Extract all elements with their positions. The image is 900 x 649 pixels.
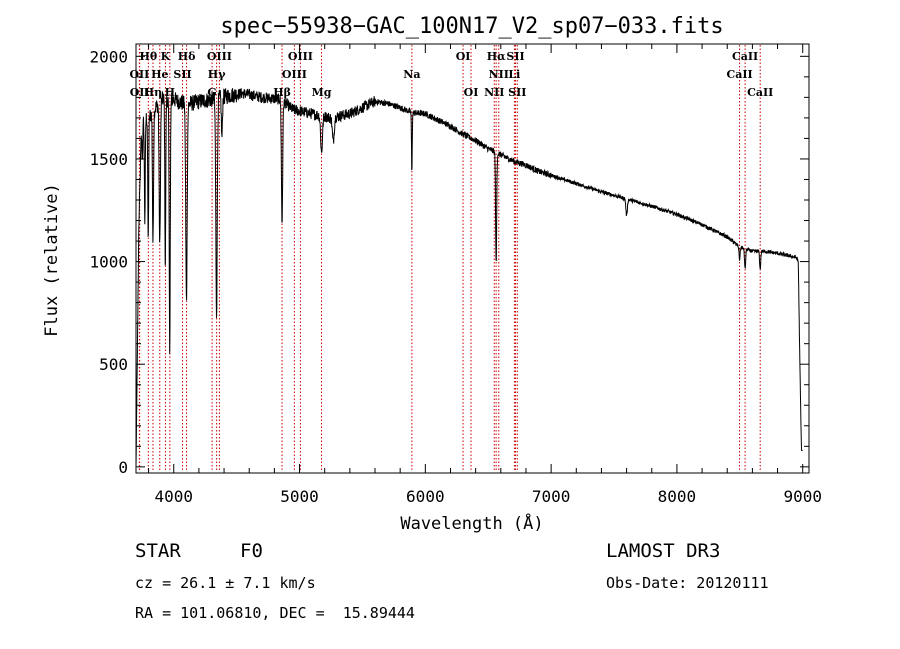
line-marker-label: CaII	[732, 50, 758, 63]
line-marker-label: Hθ	[139, 50, 157, 63]
x-tick-label: 6000	[406, 487, 445, 506]
survey-name: LAMOST DR3	[606, 540, 721, 562]
spectral-line-markers	[138, 45, 761, 472]
y-tick-label: 1500	[89, 150, 128, 169]
x-axis-ticks: 4000 5000 6000 7000 8000 9000	[148, 44, 822, 506]
line-marker-label: OII	[129, 68, 149, 81]
coordinates: RA = 101.06810, DEC = 15.89444	[135, 604, 415, 622]
chart-title: spec−55938−GAC_100N17_V2_sp07−033.fits	[220, 14, 723, 39]
line-marker-label: OI	[456, 50, 471, 63]
line-marker-label: NII	[489, 68, 509, 81]
y-tick-label: 0	[118, 458, 128, 477]
object-subclass: F0	[240, 540, 263, 562]
x-tick-label: 4000	[154, 487, 193, 506]
line-marker-label: Hγ	[208, 68, 226, 81]
plot-frame	[135, 43, 810, 474]
x-tick-label: 9000	[783, 487, 822, 506]
flux-series-line	[135, 88, 803, 467]
line-marker-label: Hδ	[178, 50, 196, 63]
y-tick-label: 2000	[89, 47, 128, 66]
line-marker-label: Na	[403, 68, 420, 81]
line-marker-label: SII	[508, 86, 526, 99]
line-marker-label: SII	[506, 50, 524, 63]
y-axis-label: Flux (relative)	[42, 183, 62, 337]
x-tick-label: 5000	[280, 487, 319, 506]
x-tick-label: 8000	[658, 487, 697, 506]
line-marker-label: He	[151, 68, 168, 81]
line-marker-label: OIII	[282, 68, 307, 81]
object-class: STAR	[135, 540, 181, 562]
line-marker-label: Li	[508, 68, 520, 81]
line-marker-label: CaII	[747, 86, 773, 99]
line-marker-label: CaII	[726, 68, 752, 81]
line-marker-label: OII	[130, 86, 150, 99]
line-marker-label: Mg	[312, 86, 332, 99]
y-axis-ticks: 0 500 1000 1500 2000	[89, 47, 809, 477]
line-marker-label: Hα	[487, 50, 506, 63]
y-tick-label: 1000	[89, 253, 128, 272]
line-marker-label: SII	[173, 68, 191, 81]
x-axis-label: Wavelength (Å)	[400, 512, 543, 534]
line-marker-label: H	[165, 86, 175, 99]
redshift-value: cz = 26.1 ± 7.1 km/s	[135, 574, 316, 592]
y-tick-label: 500	[99, 355, 128, 374]
observation-date: Obs-Date: 20120111	[606, 574, 769, 592]
line-marker-label: OIII	[207, 50, 232, 63]
x-tick-label: 7000	[532, 487, 571, 506]
line-marker-label: NII	[484, 86, 504, 99]
line-marker-label: K	[161, 50, 171, 63]
line-marker-label: OIII	[288, 50, 313, 63]
line-marker-label: OI	[464, 86, 479, 99]
line-marker-label: Hη	[144, 86, 162, 99]
